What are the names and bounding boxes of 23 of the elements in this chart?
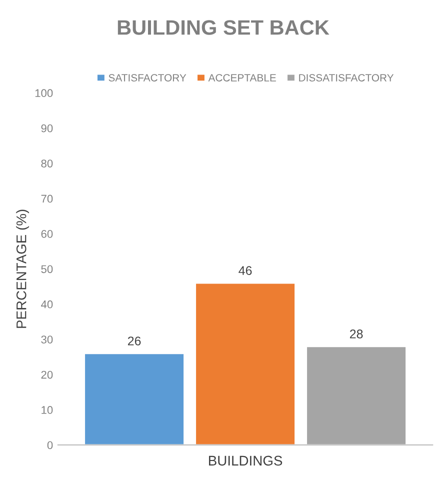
y-tick-label: 20 bbox=[41, 370, 53, 379]
y-tick-label: 50 bbox=[41, 265, 53, 274]
legend-label: ACCEPTABLE bbox=[208, 74, 276, 82]
bar bbox=[306, 346, 407, 445]
legend-label: SATISFACTORY bbox=[108, 74, 186, 82]
y-axis-title: PERCENTAGE (%) bbox=[16, 210, 30, 328]
data-label: 26 bbox=[128, 336, 141, 346]
legend-label: DISSATISFACTORY bbox=[299, 74, 394, 82]
data-label: 28 bbox=[350, 330, 363, 338]
y-tick-label: 40 bbox=[41, 300, 53, 308]
bar bbox=[84, 352, 185, 445]
y-tick-label: 60 bbox=[41, 230, 53, 238]
chart-title: BUILDING SET BACK bbox=[118, 20, 330, 35]
y-tick-label: 80 bbox=[41, 160, 53, 168]
y-tick-label: 90 bbox=[41, 124, 53, 132]
x-axis-title: BUILDINGS bbox=[209, 456, 282, 466]
data-label: 46 bbox=[238, 266, 252, 276]
y-tick-label: 30 bbox=[41, 336, 53, 344]
y-tick-label: 70 bbox=[41, 194, 53, 203]
bar bbox=[194, 282, 296, 445]
y-tick-label: 0 bbox=[47, 441, 53, 450]
y-tick-label: 10 bbox=[42, 406, 53, 414]
y-tick-label: 100 bbox=[35, 89, 53, 98]
